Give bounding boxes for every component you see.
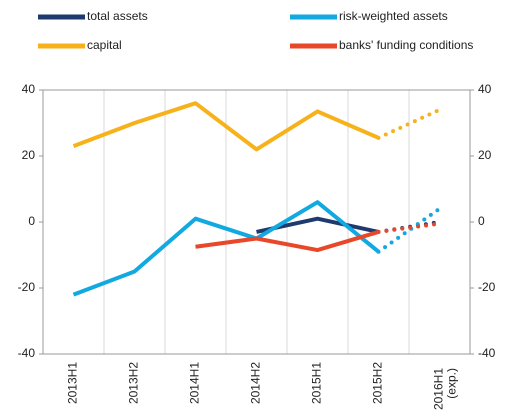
x-tick-label: 2013H1 bbox=[66, 362, 80, 404]
x-tick-label: 2015H1 bbox=[310, 362, 324, 404]
legend-label: risk-weighted assets bbox=[339, 9, 448, 23]
x-tick-label: 2015H2 bbox=[371, 362, 385, 404]
series-line-expected bbox=[376, 107, 442, 140]
y2-tick-label: -20 bbox=[478, 280, 496, 294]
x-tick-label: 2014H1 bbox=[188, 362, 202, 404]
legend-label: banks' funding conditions bbox=[339, 38, 473, 52]
series-line-expected bbox=[376, 206, 442, 254]
y2-tick-label: 0 bbox=[478, 214, 485, 228]
series-line bbox=[72, 200, 380, 297]
y-tick-label: 0 bbox=[28, 214, 35, 228]
y-tick-label: 20 bbox=[22, 148, 36, 162]
y2-tick-label: 40 bbox=[478, 82, 492, 96]
legend-label: total assets bbox=[87, 9, 148, 23]
y-tick-label: -40 bbox=[18, 346, 36, 360]
series-line bbox=[195, 229, 380, 253]
x-tick-label: 2014H2 bbox=[249, 362, 263, 404]
x-tick-label: 2013H2 bbox=[127, 362, 141, 404]
legend-label: capital bbox=[87, 38, 122, 52]
y-tick-label: 40 bbox=[22, 82, 36, 96]
series-line bbox=[72, 101, 380, 152]
y-tick-label: -20 bbox=[18, 280, 36, 294]
x-tick-label: 2016H1(exp.) bbox=[432, 368, 459, 410]
plot-frame bbox=[42, 89, 471, 355]
y2-tick-label: 20 bbox=[478, 148, 492, 162]
series-line-expected bbox=[376, 221, 442, 234]
y2-tick-label: -40 bbox=[478, 346, 496, 360]
